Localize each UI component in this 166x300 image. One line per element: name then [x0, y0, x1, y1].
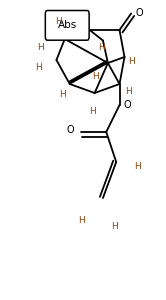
Text: H: H [128, 57, 134, 66]
Text: H: H [125, 87, 132, 96]
Text: O: O [66, 125, 74, 136]
Text: H: H [111, 222, 118, 231]
Text: H: H [78, 216, 85, 225]
Text: H: H [36, 63, 42, 72]
Text: Abs: Abs [58, 20, 77, 31]
Text: H: H [98, 44, 105, 52]
Text: H: H [37, 44, 44, 52]
Text: O: O [124, 100, 131, 110]
Text: H: H [59, 90, 66, 99]
Text: O: O [135, 8, 143, 18]
Text: H: H [90, 106, 96, 116]
Text: H: H [55, 16, 61, 26]
Text: H: H [134, 162, 141, 171]
Text: H: H [92, 72, 99, 81]
FancyBboxPatch shape [45, 11, 89, 40]
